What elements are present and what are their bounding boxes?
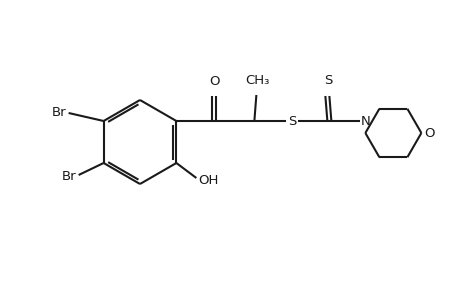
- Text: O: O: [424, 127, 434, 140]
- Text: S: S: [324, 74, 332, 87]
- Text: OH: OH: [198, 173, 218, 187]
- Text: CH₃: CH₃: [245, 74, 269, 87]
- Text: S: S: [287, 115, 296, 128]
- Text: Br: Br: [62, 169, 77, 182]
- Text: Br: Br: [52, 106, 67, 118]
- Text: O: O: [209, 75, 219, 88]
- Text: N: N: [360, 115, 369, 128]
